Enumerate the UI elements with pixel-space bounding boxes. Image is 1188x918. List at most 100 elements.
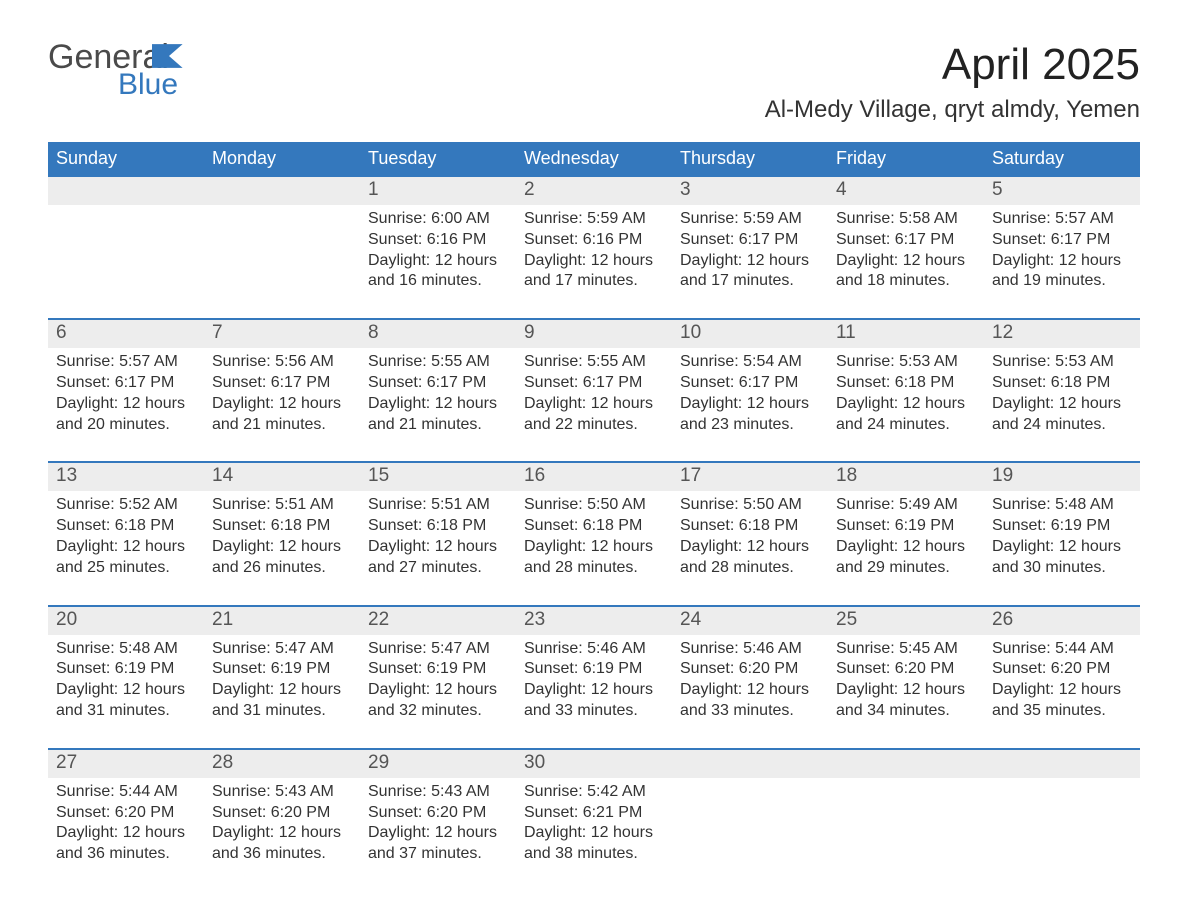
- sunset-line: Sunset: 6:20 PM: [212, 803, 352, 824]
- daynum-band: 27282930: [48, 750, 1140, 778]
- daylight-line-2: and 29 minutes.: [836, 558, 976, 579]
- daylight-line-2: and 23 minutes.: [680, 415, 820, 436]
- day-details: Sunrise: 5:56 AMSunset: 6:17 PMDaylight:…: [204, 348, 360, 461]
- daylight-line-1: Daylight: 12 hours: [368, 537, 508, 558]
- day-number: 5: [984, 177, 1140, 205]
- day-details: Sunrise: 6:00 AMSunset: 6:16 PMDaylight:…: [360, 205, 516, 318]
- daylight-line-2: and 37 minutes.: [368, 844, 508, 865]
- sunrise-line: Sunrise: 5:42 AM: [524, 782, 664, 803]
- daylight-line-2: and 20 minutes.: [56, 415, 196, 436]
- day-number: 23: [516, 607, 672, 635]
- sunrise-line: Sunrise: 5:54 AM: [680, 352, 820, 373]
- sunrise-line: Sunrise: 6:00 AM: [368, 209, 508, 230]
- sunset-line: Sunset: 6:18 PM: [368, 516, 508, 537]
- sunrise-line: Sunrise: 5:58 AM: [836, 209, 976, 230]
- sunset-line: Sunset: 6:17 PM: [992, 230, 1132, 251]
- daylight-line-1: Daylight: 12 hours: [212, 823, 352, 844]
- daylight-line-2: and 28 minutes.: [524, 558, 664, 579]
- sunrise-line: Sunrise: 5:49 AM: [836, 495, 976, 516]
- sunset-line: Sunset: 6:17 PM: [680, 373, 820, 394]
- day-number: 15: [360, 463, 516, 491]
- daylight-line-2: and 16 minutes.: [368, 271, 508, 292]
- day-details: [672, 778, 828, 891]
- sunset-line: Sunset: 6:19 PM: [524, 659, 664, 680]
- daynum-band: 6789101112: [48, 320, 1140, 348]
- day-number: 28: [204, 750, 360, 778]
- weekday-header: Friday: [828, 142, 984, 175]
- sunset-line: Sunset: 6:18 PM: [992, 373, 1132, 394]
- sunset-line: Sunset: 6:18 PM: [524, 516, 664, 537]
- daylight-line-2: and 19 minutes.: [992, 271, 1132, 292]
- daylight-line-1: Daylight: 12 hours: [680, 680, 820, 701]
- daylight-line-2: and 30 minutes.: [992, 558, 1132, 579]
- day-number: 25: [828, 607, 984, 635]
- sunset-line: Sunset: 6:17 PM: [524, 373, 664, 394]
- daynum-band: 20212223242526: [48, 607, 1140, 635]
- daylight-line-2: and 28 minutes.: [680, 558, 820, 579]
- day-details: [204, 205, 360, 318]
- day-number: 26: [984, 607, 1140, 635]
- details-band: Sunrise: 5:57 AMSunset: 6:17 PMDaylight:…: [48, 348, 1140, 461]
- day-details: Sunrise: 5:55 AMSunset: 6:17 PMDaylight:…: [516, 348, 672, 461]
- sunrise-line: Sunrise: 5:56 AM: [212, 352, 352, 373]
- weekday-header: Wednesday: [516, 142, 672, 175]
- daylight-line-2: and 26 minutes.: [212, 558, 352, 579]
- day-number: [672, 750, 828, 778]
- day-number: 1: [360, 177, 516, 205]
- day-number: 17: [672, 463, 828, 491]
- sunrise-line: Sunrise: 5:43 AM: [212, 782, 352, 803]
- day-details: Sunrise: 5:46 AMSunset: 6:20 PMDaylight:…: [672, 635, 828, 748]
- day-details: Sunrise: 5:54 AMSunset: 6:17 PMDaylight:…: [672, 348, 828, 461]
- daylight-line-1: Daylight: 12 hours: [524, 823, 664, 844]
- daylight-line-2: and 36 minutes.: [212, 844, 352, 865]
- sunset-line: Sunset: 6:18 PM: [56, 516, 196, 537]
- sunrise-line: Sunrise: 5:43 AM: [368, 782, 508, 803]
- sunrise-line: Sunrise: 5:47 AM: [368, 639, 508, 660]
- week-row: 13141516171819Sunrise: 5:52 AMSunset: 6:…: [48, 461, 1140, 604]
- day-details: Sunrise: 5:53 AMSunset: 6:18 PMDaylight:…: [828, 348, 984, 461]
- calendar-grid: SundayMondayTuesdayWednesdayThursdayFrid…: [48, 142, 1140, 891]
- day-details: Sunrise: 5:47 AMSunset: 6:19 PMDaylight:…: [360, 635, 516, 748]
- weekday-header: Sunday: [48, 142, 204, 175]
- daylight-line-2: and 24 minutes.: [992, 415, 1132, 436]
- day-details: Sunrise: 5:43 AMSunset: 6:20 PMDaylight:…: [204, 778, 360, 891]
- weekday-header: Monday: [204, 142, 360, 175]
- day-number: [48, 177, 204, 205]
- day-number: 29: [360, 750, 516, 778]
- daylight-line-1: Daylight: 12 hours: [680, 394, 820, 415]
- sunset-line: Sunset: 6:18 PM: [836, 373, 976, 394]
- day-number: 19: [984, 463, 1140, 491]
- details-band: Sunrise: 5:44 AMSunset: 6:20 PMDaylight:…: [48, 778, 1140, 891]
- daylight-line-2: and 31 minutes.: [56, 701, 196, 722]
- day-number: 14: [204, 463, 360, 491]
- daylight-line-2: and 21 minutes.: [368, 415, 508, 436]
- day-details: Sunrise: 5:50 AMSunset: 6:18 PMDaylight:…: [672, 491, 828, 604]
- daylight-line-2: and 36 minutes.: [56, 844, 196, 865]
- day-details: Sunrise: 5:48 AMSunset: 6:19 PMDaylight:…: [984, 491, 1140, 604]
- sunset-line: Sunset: 6:17 PM: [680, 230, 820, 251]
- daylight-line-1: Daylight: 12 hours: [524, 680, 664, 701]
- daylight-line-1: Daylight: 12 hours: [680, 537, 820, 558]
- day-details: Sunrise: 5:51 AMSunset: 6:18 PMDaylight:…: [360, 491, 516, 604]
- daylight-line-1: Daylight: 12 hours: [56, 680, 196, 701]
- daynum-band: 13141516171819: [48, 463, 1140, 491]
- week-row: 12345Sunrise: 6:00 AMSunset: 6:16 PMDayl…: [48, 175, 1140, 318]
- flag-icon: [152, 44, 186, 68]
- sunset-line: Sunset: 6:17 PM: [212, 373, 352, 394]
- week-row: 20212223242526Sunrise: 5:48 AMSunset: 6:…: [48, 605, 1140, 748]
- weekday-header-row: SundayMondayTuesdayWednesdayThursdayFrid…: [48, 142, 1140, 175]
- sunrise-line: Sunrise: 5:53 AM: [992, 352, 1132, 373]
- sunrise-line: Sunrise: 5:47 AM: [212, 639, 352, 660]
- day-number: 12: [984, 320, 1140, 348]
- sunset-line: Sunset: 6:16 PM: [524, 230, 664, 251]
- daylight-line-1: Daylight: 12 hours: [524, 537, 664, 558]
- day-number: 30: [516, 750, 672, 778]
- day-number: [204, 177, 360, 205]
- sunrise-line: Sunrise: 5:50 AM: [524, 495, 664, 516]
- daylight-line-2: and 35 minutes.: [992, 701, 1132, 722]
- daylight-line-2: and 33 minutes.: [524, 701, 664, 722]
- sunrise-line: Sunrise: 5:50 AM: [680, 495, 820, 516]
- sunset-line: Sunset: 6:17 PM: [836, 230, 976, 251]
- daylight-line-2: and 27 minutes.: [368, 558, 508, 579]
- day-number: 2: [516, 177, 672, 205]
